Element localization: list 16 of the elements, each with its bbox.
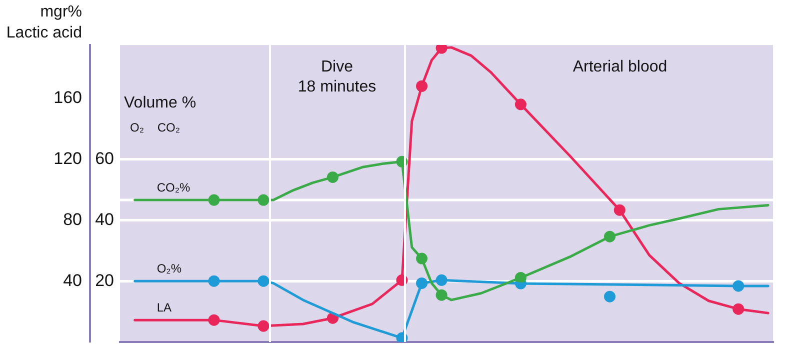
series-label: O₂%: [156, 261, 182, 276]
y-tick-label: 120: [54, 148, 82, 168]
annotation: Arterial blood: [572, 58, 668, 76]
y-tick-label: 40: [63, 270, 82, 290]
y-axis-title: mgr% Lactic acid: [6, 3, 82, 42]
series-label: LA: [156, 300, 172, 314]
y2-tick-label: 20: [95, 270, 114, 290]
point: [604, 290, 616, 302]
y2-tick-label: 60: [95, 148, 114, 168]
y-tick-label: 80: [63, 210, 82, 229]
y2-tick-label: 40: [95, 210, 114, 229]
annotation: O₂ CO₂: [130, 120, 180, 134]
y2-axis-title: Volume %: [124, 94, 196, 112]
annotation: Dive 18 minutes: [298, 58, 376, 96]
series-label: CO₂%: [156, 180, 190, 194]
y-tick-label: 160: [54, 88, 82, 107]
